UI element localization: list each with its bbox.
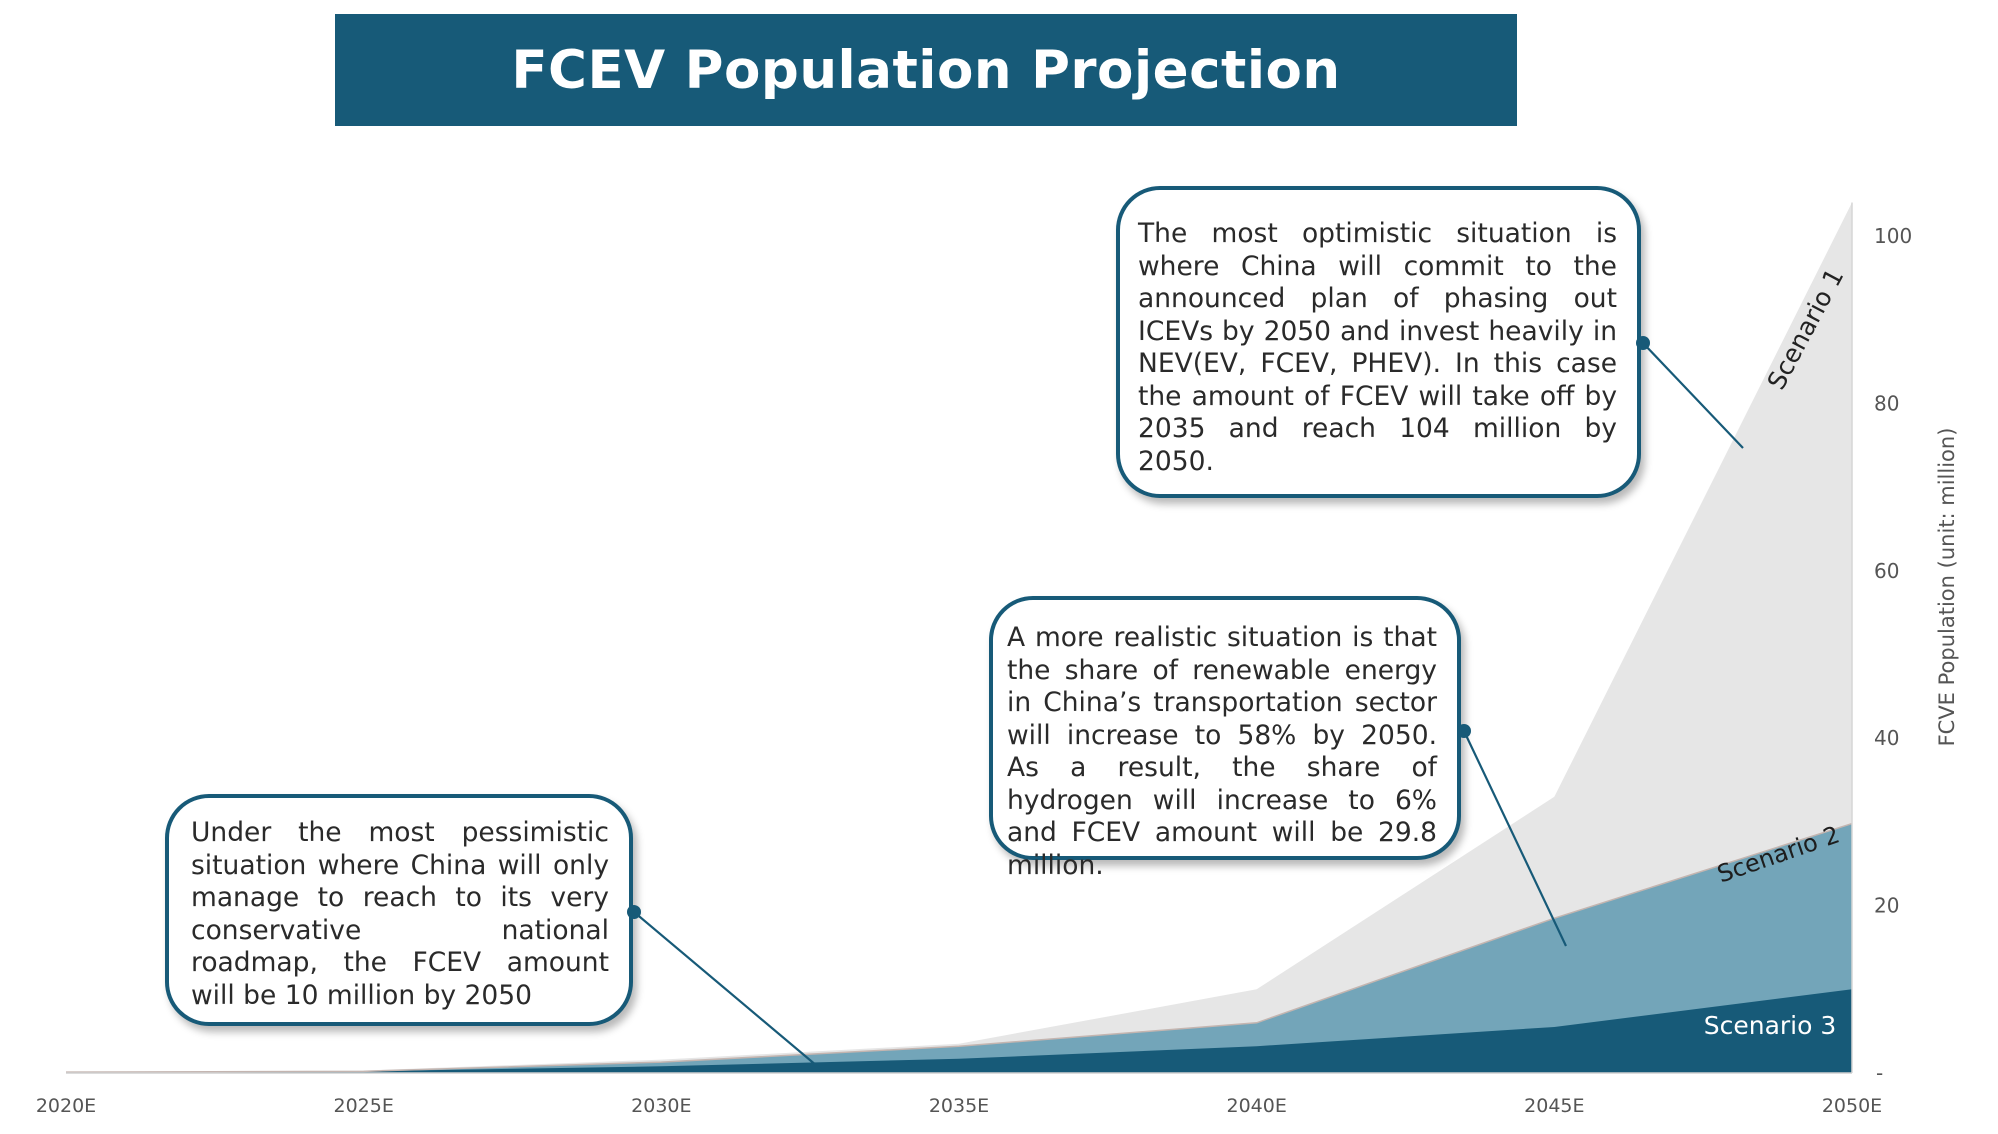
y-tick-label: 60 [1874, 559, 1899, 583]
callout-scenario-3-leader-line [633, 911, 824, 1072]
page-title: FCEV Population Projection [511, 39, 1341, 101]
callout-scenario-1-text: The most optimistic situation is where C… [1138, 218, 1617, 477]
x-tick-label: 2045E [1524, 1095, 1584, 1117]
x-tick-label: 2040E [1226, 1095, 1286, 1117]
callout-scenario-2: A more realistic situation is that the s… [989, 596, 1461, 881]
callout-scenario-1-leader-line [1642, 342, 1744, 449]
callout-scenario-3: Under the most pessimistic situation whe… [165, 794, 633, 1026]
x-tick-label: 2035E [929, 1095, 989, 1117]
scenario-2-edge-line [65, 822, 1853, 1073]
scenario-3-area [66, 989, 1852, 1073]
x-tick-label: 2020E [36, 1095, 96, 1117]
callout-scenario-2-leader-line [1463, 730, 1567, 947]
callout-scenario-2-text: A more realistic situation is that the s… [1007, 622, 1437, 881]
scenario-2-area [66, 823, 1852, 1073]
y-tick-label: 40 [1874, 726, 1899, 750]
x-tick-label: 2050E [1822, 1095, 1882, 1117]
x-tick-label: 2025E [333, 1095, 393, 1117]
y-tick-label: - [1876, 1061, 1883, 1085]
callout-scenario-1: The most optimistic situation is where C… [1116, 186, 1641, 498]
x-tick-label: 2030E [631, 1095, 691, 1117]
callout-scenario-3-text: Under the most pessimistic situation whe… [191, 817, 609, 1011]
y-tick-label: 20 [1874, 894, 1899, 918]
y-tick-label: 100 [1874, 224, 1912, 248]
y-axis-title: FCVE Population (unit: million) [1935, 428, 1959, 747]
title-banner: FCEV Population Projection [335, 14, 1517, 126]
scenario-3-label: Scenario 3 [1704, 1011, 1837, 1040]
y-tick-label: 80 [1874, 391, 1899, 415]
